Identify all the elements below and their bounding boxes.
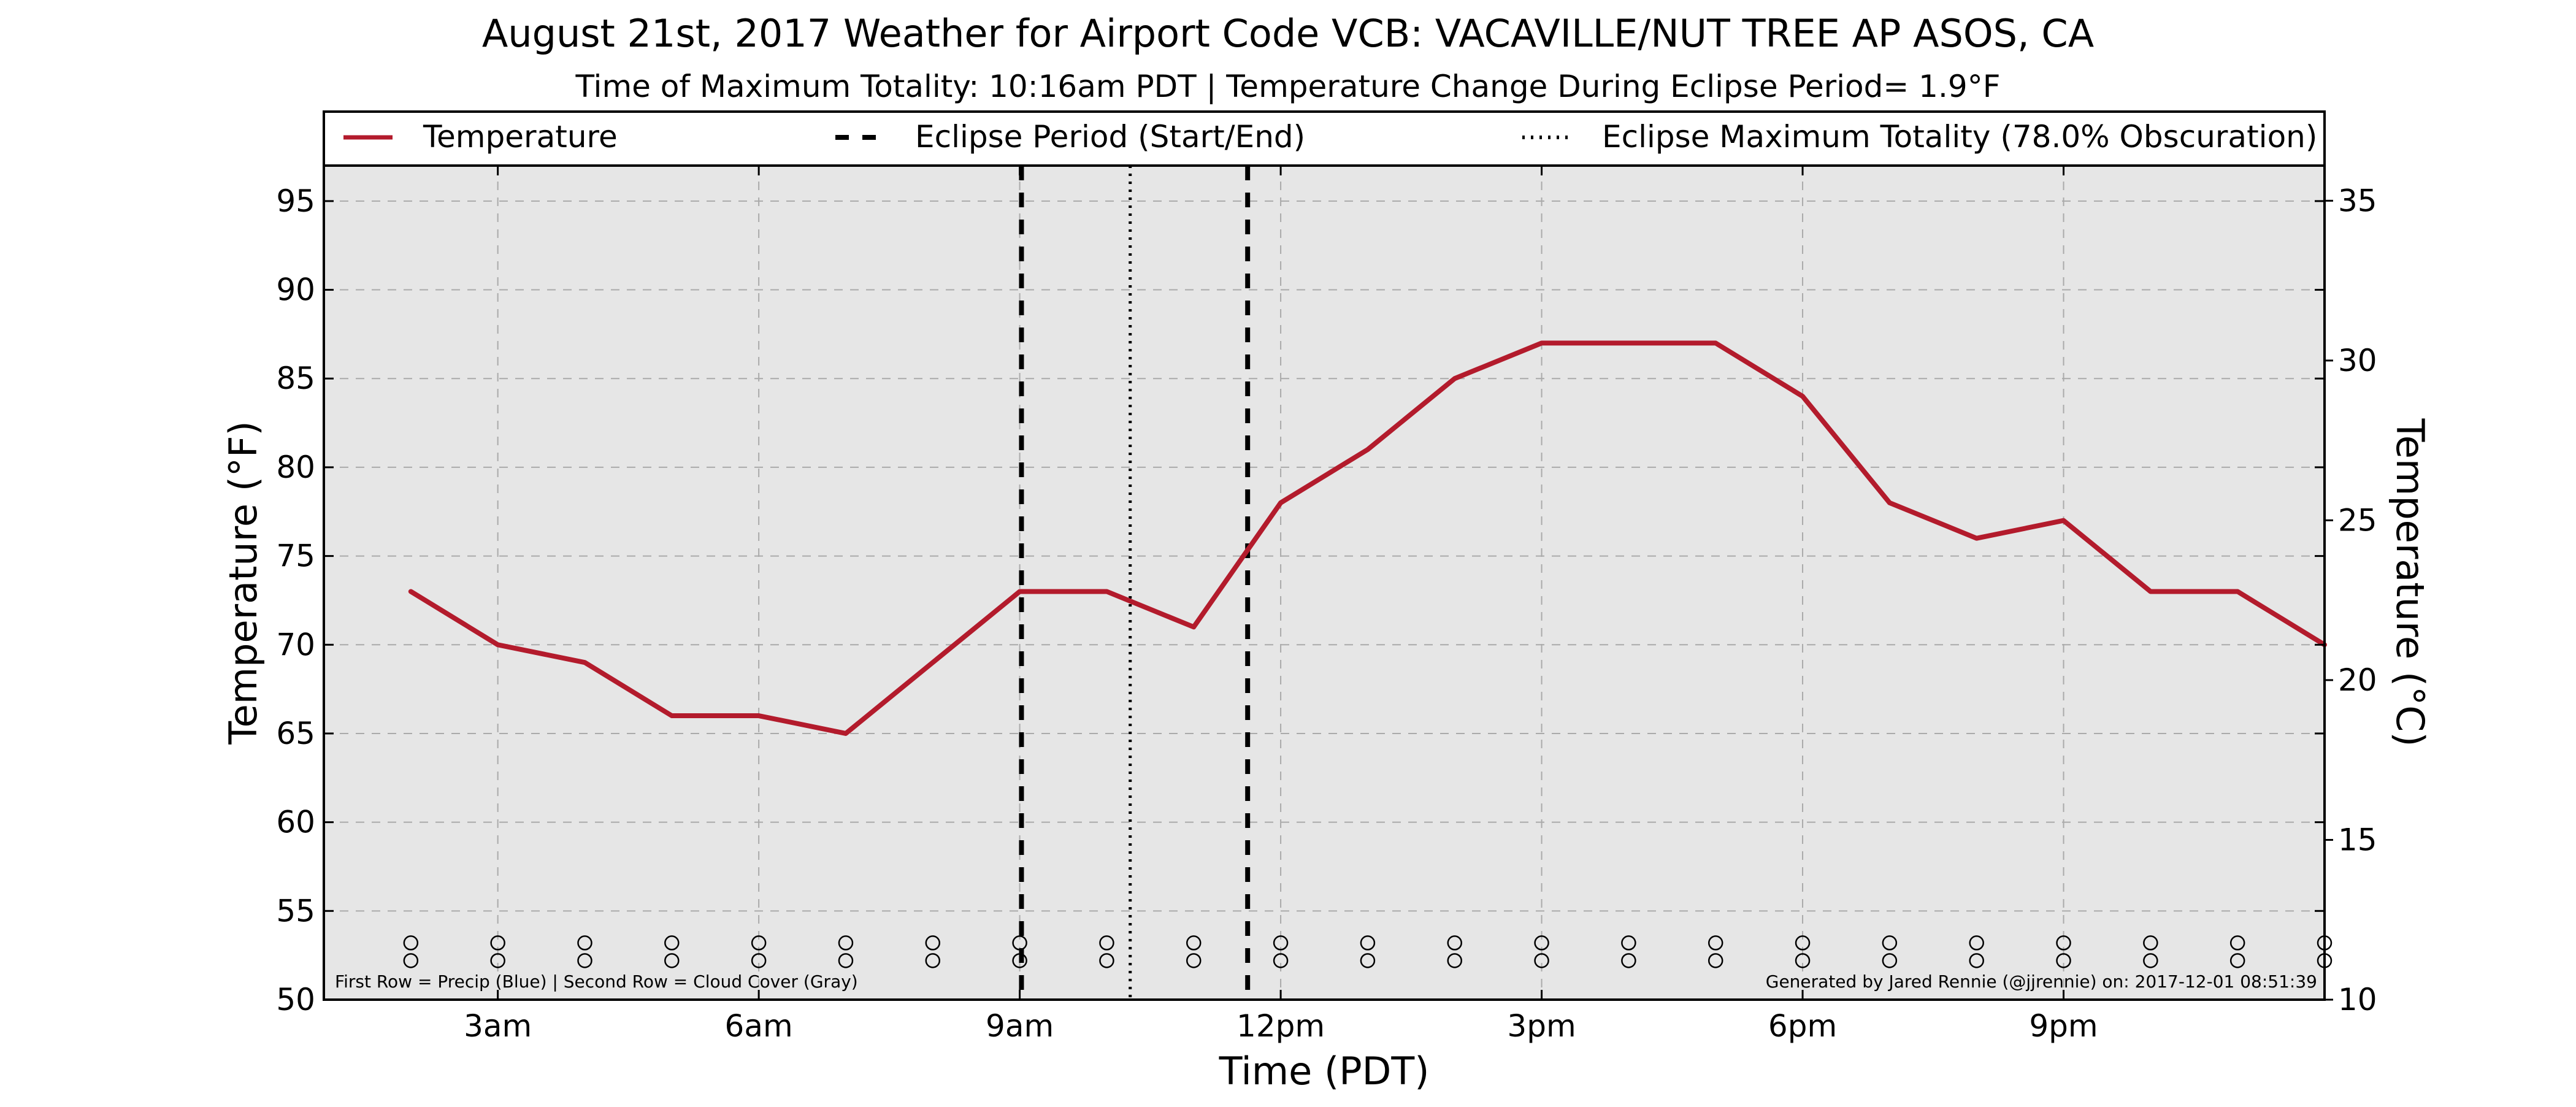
annotation-right: Generated by Jared Rennie (@jjrennie) on… xyxy=(1766,971,2317,992)
cloud-cover-marker xyxy=(1186,953,1202,968)
y-axis-right: 10 15 20 25 30 35 xyxy=(2325,183,2377,1017)
cloud-cover-marker xyxy=(1534,953,1549,968)
cloud-cover-marker xyxy=(1795,953,1811,968)
precip-marker xyxy=(403,935,419,951)
cloud-cover-marker xyxy=(925,953,941,968)
y-right-tick-label: 35 xyxy=(2338,183,2377,218)
legend-label-eclipse-max: Eclipse Maximum Totality (78.0% Obscurat… xyxy=(1602,119,2317,155)
y-tick-label: 60 xyxy=(276,805,315,840)
precip-marker xyxy=(1186,935,1202,951)
y-right-tick-label: 25 xyxy=(2338,502,2377,538)
cloud-cover-marker xyxy=(1273,953,1289,968)
precip-marker xyxy=(1882,935,1898,951)
cloud-cover-marker xyxy=(751,953,767,968)
y-tick-label: 85 xyxy=(276,361,315,396)
precip-marker xyxy=(1969,935,1984,951)
y-tick-label: 70 xyxy=(276,627,315,662)
cloud-cover-marker xyxy=(838,953,854,968)
cloud-cover-marker xyxy=(664,953,680,968)
precip-marker xyxy=(1012,935,1027,951)
y-tick-label: 50 xyxy=(276,982,315,1017)
precip-marker xyxy=(1099,935,1114,951)
x-tick-label: 3am xyxy=(464,1008,532,1044)
cloud-cover-marker xyxy=(1012,953,1027,968)
x-tick-label: 6pm xyxy=(1768,1008,1837,1044)
annotation-left: First Row = Precip (Blue) | Second Row =… xyxy=(335,971,858,992)
cloud-cover-marker xyxy=(2143,953,2158,968)
y-axis-label-left: Temperature (°F) xyxy=(221,421,266,745)
y-right-tick-label: 15 xyxy=(2338,822,2377,857)
y-axis-left: 50 55 60 65 70 75 80 85 90 95 xyxy=(276,183,2325,1017)
precip-marker xyxy=(751,935,767,951)
legend-label-eclipse-period: Eclipse Period (Start/End) xyxy=(915,119,1305,155)
cloud-cover-marker xyxy=(1447,953,1462,968)
cloud-cover-marker xyxy=(2229,953,2245,968)
x-tick-label: 12pm xyxy=(1236,1008,1325,1044)
y-right-tick-label: 20 xyxy=(2338,662,2377,698)
cloud-cover-marker xyxy=(490,953,505,968)
precip-marker xyxy=(490,935,505,951)
legend-label-temperature: Temperature xyxy=(423,119,618,155)
eclipse-lines-layer xyxy=(1019,166,1251,1000)
x-axis: 3am 6am 9am 12pm 3pm 6pm 9pm xyxy=(464,166,2098,1044)
precip-marker xyxy=(664,935,680,951)
precip-marker xyxy=(925,935,941,951)
cloud-cover-marker xyxy=(1708,953,1723,968)
cloud-cover-marker xyxy=(1099,953,1114,968)
cloud-cover-marker xyxy=(1360,953,1376,968)
x-tick-label: 9am xyxy=(986,1008,1054,1044)
cloud-cover-marker xyxy=(1621,953,1636,968)
cloud-cover-marker xyxy=(2056,953,2071,968)
x-tick-label: 6am xyxy=(725,1008,793,1044)
y-right-tick-label: 10 xyxy=(2338,982,2377,1017)
y-tick-label: 90 xyxy=(276,272,315,308)
y-tick-label: 95 xyxy=(276,183,315,219)
marker-rows-layer xyxy=(403,935,2333,968)
y-tick-label: 65 xyxy=(276,716,315,751)
precip-marker xyxy=(1360,935,1376,951)
series-layer xyxy=(408,340,2327,736)
precip-marker xyxy=(2056,935,2071,951)
y-tick-label: 75 xyxy=(276,538,315,574)
cloud-cover-marker xyxy=(403,953,419,968)
precip-marker xyxy=(838,935,854,951)
y-axis-label-right: Temperature (°C) xyxy=(2388,418,2432,746)
precip-marker xyxy=(1621,935,1636,951)
precip-marker xyxy=(1795,935,1811,951)
precip-marker xyxy=(577,935,592,951)
precip-marker xyxy=(1534,935,1549,951)
y-right-tick-label: 30 xyxy=(2338,343,2377,378)
legend-box xyxy=(323,110,2326,167)
precip-marker xyxy=(1447,935,1462,951)
precip-marker xyxy=(2143,935,2158,951)
chart-title: August 21st, 2017 Weather for Airport Co… xyxy=(482,11,2094,56)
x-tick-label: 3pm xyxy=(1507,1008,1576,1044)
x-tick-label: 9pm xyxy=(2029,1008,2098,1044)
precip-marker xyxy=(2229,935,2245,951)
y-tick-label: 55 xyxy=(276,893,315,929)
cloud-cover-marker xyxy=(1882,953,1898,968)
plot-background xyxy=(324,166,2325,1000)
x-axis-label: Time (PDT) xyxy=(1219,1049,1430,1094)
chart-subtitle: Time of Maximum Totality: 10:16am PDT | … xyxy=(575,69,2001,104)
cloud-cover-marker xyxy=(577,953,592,968)
precip-marker xyxy=(1273,935,1289,951)
cloud-cover-marker xyxy=(1969,953,1984,968)
y-tick-label: 80 xyxy=(276,450,315,485)
temperature-series-line xyxy=(408,340,2327,736)
precip-marker xyxy=(1708,935,1723,951)
